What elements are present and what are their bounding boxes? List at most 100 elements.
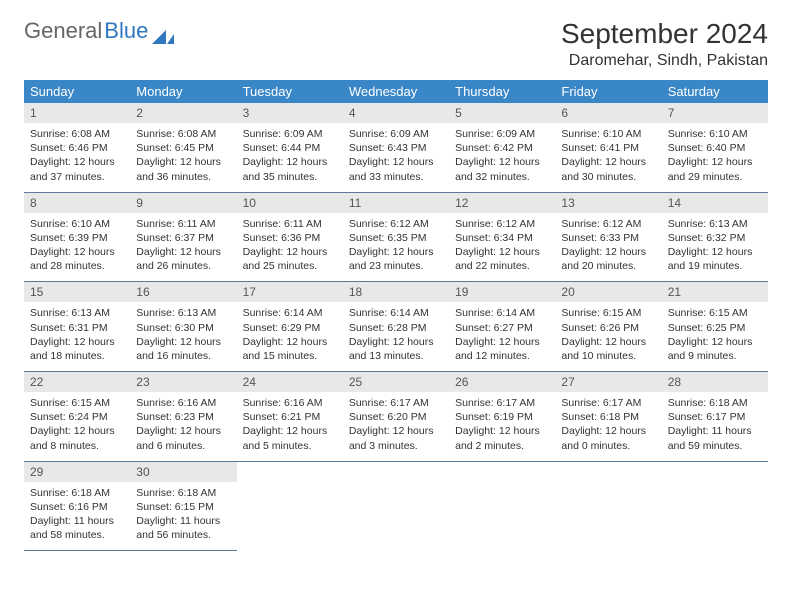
day-number: 17 (237, 282, 343, 302)
day-details: Sunrise: 6:09 AMSunset: 6:42 PMDaylight:… (449, 123, 555, 192)
calendar-cell: 9Sunrise: 6:11 AMSunset: 6:37 PMDaylight… (130, 192, 236, 282)
calendar-cell: 4Sunrise: 6:09 AMSunset: 6:43 PMDaylight… (343, 103, 449, 192)
day-details: Sunrise: 6:08 AMSunset: 6:45 PMDaylight:… (130, 123, 236, 192)
day-number: 26 (449, 372, 555, 392)
calendar-cell: 20Sunrise: 6:15 AMSunset: 6:26 PMDayligh… (555, 282, 661, 372)
day-details: Sunrise: 6:15 AMSunset: 6:26 PMDaylight:… (555, 302, 661, 371)
day-number: 28 (662, 372, 768, 392)
day-number: 20 (555, 282, 661, 302)
day-details: Sunrise: 6:15 AMSunset: 6:24 PMDaylight:… (24, 392, 130, 461)
weekday-header: Sunday (24, 80, 130, 103)
calendar-cell: 13Sunrise: 6:12 AMSunset: 6:33 PMDayligh… (555, 192, 661, 282)
day-number: 5 (449, 103, 555, 123)
calendar-row: 22Sunrise: 6:15 AMSunset: 6:24 PMDayligh… (24, 372, 768, 462)
day-details: Sunrise: 6:13 AMSunset: 6:31 PMDaylight:… (24, 302, 130, 371)
day-details: Sunrise: 6:09 AMSunset: 6:43 PMDaylight:… (343, 123, 449, 192)
day-number: 25 (343, 372, 449, 392)
calendar-row: 8Sunrise: 6:10 AMSunset: 6:39 PMDaylight… (24, 192, 768, 282)
day-details: Sunrise: 6:17 AMSunset: 6:19 PMDaylight:… (449, 392, 555, 461)
day-details: Sunrise: 6:18 AMSunset: 6:17 PMDaylight:… (662, 392, 768, 461)
calendar-cell: 26Sunrise: 6:17 AMSunset: 6:19 PMDayligh… (449, 372, 555, 462)
day-number: 7 (662, 103, 768, 123)
day-details: Sunrise: 6:15 AMSunset: 6:25 PMDaylight:… (662, 302, 768, 371)
calendar-cell: .. (343, 461, 449, 551)
calendar-table: SundayMondayTuesdayWednesdayThursdayFrid… (24, 80, 768, 551)
calendar-cell: 15Sunrise: 6:13 AMSunset: 6:31 PMDayligh… (24, 282, 130, 372)
day-details: Sunrise: 6:16 AMSunset: 6:23 PMDaylight:… (130, 392, 236, 461)
day-details: Sunrise: 6:16 AMSunset: 6:21 PMDaylight:… (237, 392, 343, 461)
calendar-cell: 5Sunrise: 6:09 AMSunset: 6:42 PMDaylight… (449, 103, 555, 192)
calendar-row: 1Sunrise: 6:08 AMSunset: 6:46 PMDaylight… (24, 103, 768, 192)
weekday-header: Thursday (449, 80, 555, 103)
weekday-header: Friday (555, 80, 661, 103)
day-number: 22 (24, 372, 130, 392)
day-number: 24 (237, 372, 343, 392)
weekday-header: Monday (130, 80, 236, 103)
day-number: 3 (237, 103, 343, 123)
calendar-body: 1Sunrise: 6:08 AMSunset: 6:46 PMDaylight… (24, 103, 768, 551)
day-details: Sunrise: 6:14 AMSunset: 6:28 PMDaylight:… (343, 302, 449, 371)
day-number: 9 (130, 193, 236, 213)
title-month: September 2024 (561, 18, 768, 50)
calendar-cell: 6Sunrise: 6:10 AMSunset: 6:41 PMDaylight… (555, 103, 661, 192)
calendar-cell: 29Sunrise: 6:18 AMSunset: 6:16 PMDayligh… (24, 461, 130, 551)
day-number: 1 (24, 103, 130, 123)
calendar-cell: 7Sunrise: 6:10 AMSunset: 6:40 PMDaylight… (662, 103, 768, 192)
day-details: Sunrise: 6:10 AMSunset: 6:41 PMDaylight:… (555, 123, 661, 192)
calendar-cell: 2Sunrise: 6:08 AMSunset: 6:45 PMDaylight… (130, 103, 236, 192)
day-number: 29 (24, 462, 130, 482)
calendar-cell: 10Sunrise: 6:11 AMSunset: 6:36 PMDayligh… (237, 192, 343, 282)
calendar-cell: 14Sunrise: 6:13 AMSunset: 6:32 PMDayligh… (662, 192, 768, 282)
calendar-cell: 30Sunrise: 6:18 AMSunset: 6:15 PMDayligh… (130, 461, 236, 551)
day-details: Sunrise: 6:14 AMSunset: 6:27 PMDaylight:… (449, 302, 555, 371)
day-details: Sunrise: 6:17 AMSunset: 6:18 PMDaylight:… (555, 392, 661, 461)
day-number: 16 (130, 282, 236, 302)
day-details: Sunrise: 6:08 AMSunset: 6:46 PMDaylight:… (24, 123, 130, 192)
day-details: Sunrise: 6:11 AMSunset: 6:37 PMDaylight:… (130, 213, 236, 282)
weekday-header: Wednesday (343, 80, 449, 103)
calendar-row: 29Sunrise: 6:18 AMSunset: 6:16 PMDayligh… (24, 461, 768, 551)
calendar-cell: 23Sunrise: 6:16 AMSunset: 6:23 PMDayligh… (130, 372, 236, 462)
day-number: 15 (24, 282, 130, 302)
day-details: Sunrise: 6:13 AMSunset: 6:30 PMDaylight:… (130, 302, 236, 371)
day-details: Sunrise: 6:10 AMSunset: 6:39 PMDaylight:… (24, 213, 130, 282)
weekday-header-row: SundayMondayTuesdayWednesdayThursdayFrid… (24, 80, 768, 103)
calendar-cell: .. (555, 461, 661, 551)
calendar-row: 15Sunrise: 6:13 AMSunset: 6:31 PMDayligh… (24, 282, 768, 372)
calendar-cell: 16Sunrise: 6:13 AMSunset: 6:30 PMDayligh… (130, 282, 236, 372)
logo-text-blue: Blue (104, 18, 148, 44)
calendar-cell: 11Sunrise: 6:12 AMSunset: 6:35 PMDayligh… (343, 192, 449, 282)
calendar-cell: 25Sunrise: 6:17 AMSunset: 6:20 PMDayligh… (343, 372, 449, 462)
day-number: 6 (555, 103, 661, 123)
day-number: 2 (130, 103, 236, 123)
day-number: 19 (449, 282, 555, 302)
day-number: 4 (343, 103, 449, 123)
day-details: Sunrise: 6:17 AMSunset: 6:20 PMDaylight:… (343, 392, 449, 461)
day-number: 30 (130, 462, 236, 482)
calendar-cell: 19Sunrise: 6:14 AMSunset: 6:27 PMDayligh… (449, 282, 555, 372)
weekday-header: Tuesday (237, 80, 343, 103)
day-number: 12 (449, 193, 555, 213)
calendar-cell: 18Sunrise: 6:14 AMSunset: 6:28 PMDayligh… (343, 282, 449, 372)
calendar-cell: 1Sunrise: 6:08 AMSunset: 6:46 PMDaylight… (24, 103, 130, 192)
day-number: 14 (662, 193, 768, 213)
calendar-cell: 21Sunrise: 6:15 AMSunset: 6:25 PMDayligh… (662, 282, 768, 372)
day-details: Sunrise: 6:12 AMSunset: 6:33 PMDaylight:… (555, 213, 661, 282)
day-number: 21 (662, 282, 768, 302)
calendar-cell: 28Sunrise: 6:18 AMSunset: 6:17 PMDayligh… (662, 372, 768, 462)
weekday-header: Saturday (662, 80, 768, 103)
day-number: 18 (343, 282, 449, 302)
day-details: Sunrise: 6:18 AMSunset: 6:16 PMDaylight:… (24, 482, 130, 551)
calendar-cell: .. (237, 461, 343, 551)
header: General Blue September 2024 Daromehar, S… (24, 18, 768, 70)
calendar-cell: 17Sunrise: 6:14 AMSunset: 6:29 PMDayligh… (237, 282, 343, 372)
day-details: Sunrise: 6:14 AMSunset: 6:29 PMDaylight:… (237, 302, 343, 371)
day-details: Sunrise: 6:18 AMSunset: 6:15 PMDaylight:… (130, 482, 236, 551)
calendar-cell: 8Sunrise: 6:10 AMSunset: 6:39 PMDaylight… (24, 192, 130, 282)
day-number: 8 (24, 193, 130, 213)
day-details: Sunrise: 6:13 AMSunset: 6:32 PMDaylight:… (662, 213, 768, 282)
day-details: Sunrise: 6:09 AMSunset: 6:44 PMDaylight:… (237, 123, 343, 192)
day-number: 11 (343, 193, 449, 213)
calendar-cell: 24Sunrise: 6:16 AMSunset: 6:21 PMDayligh… (237, 372, 343, 462)
day-number: 10 (237, 193, 343, 213)
